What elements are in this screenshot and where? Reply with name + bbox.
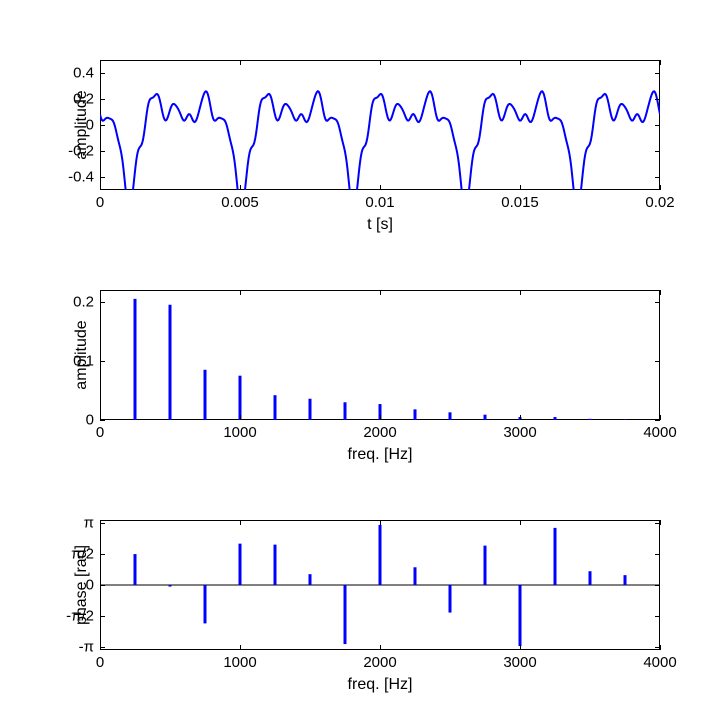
ytick-label: 0.1 bbox=[73, 352, 94, 369]
xtick-label: 0.02 bbox=[645, 194, 674, 211]
xlabel: freq. [Hz] bbox=[100, 446, 660, 464]
xtick-label: 0.015 bbox=[501, 194, 539, 211]
xlabel: freq. [Hz] bbox=[100, 676, 660, 694]
xtick-label: 0.01 bbox=[365, 194, 394, 211]
ytick-label: 0 bbox=[86, 117, 94, 134]
xtick-label: 2000 bbox=[363, 654, 396, 671]
xtick-label: 4000 bbox=[643, 654, 676, 671]
xtick-label: 2000 bbox=[363, 424, 396, 441]
xlabel: t [s] bbox=[100, 216, 660, 234]
ytick-label: -π bbox=[79, 638, 94, 655]
ytick-label: π/2 bbox=[71, 546, 94, 563]
phase-stems bbox=[100, 520, 660, 650]
xtick-label: 4000 bbox=[643, 424, 676, 441]
ytick-label: 0 bbox=[86, 412, 94, 429]
time-domain-panel: amplitude t [s] 00.0050.010.0150.02 -0.4… bbox=[100, 60, 660, 190]
ytick-label: 0 bbox=[86, 577, 94, 594]
xtick-label: 0 bbox=[96, 194, 104, 211]
xtick-label: 0 bbox=[96, 424, 104, 441]
ytick-label: -π/2 bbox=[66, 607, 94, 624]
xtick-label: 1000 bbox=[223, 424, 256, 441]
ytick-label: 0.4 bbox=[73, 65, 94, 82]
ytick-label: -0.2 bbox=[68, 143, 94, 160]
xtick-label: 0 bbox=[96, 654, 104, 671]
xtick-label: 3000 bbox=[503, 654, 536, 671]
xtick-label: 0.005 bbox=[221, 194, 259, 211]
xtick-label: 1000 bbox=[223, 654, 256, 671]
amplitude-stems bbox=[100, 290, 660, 420]
ytick-label: 0.2 bbox=[73, 91, 94, 108]
ytick-label: 0.2 bbox=[73, 293, 94, 310]
ytick-label: π bbox=[84, 515, 94, 532]
figure: amplitude t [s] 00.0050.010.0150.02 -0.4… bbox=[0, 0, 709, 709]
xtick-label: 3000 bbox=[503, 424, 536, 441]
ytick-label: -0.4 bbox=[68, 169, 94, 186]
waveform-line bbox=[100, 60, 660, 190]
amplitude-spectrum-panel: amplitude freq. [Hz] 01000200030004000 0… bbox=[100, 290, 660, 420]
phase-spectrum-panel: phase [rad] freq. [Hz] 01000200030004000… bbox=[100, 520, 660, 650]
